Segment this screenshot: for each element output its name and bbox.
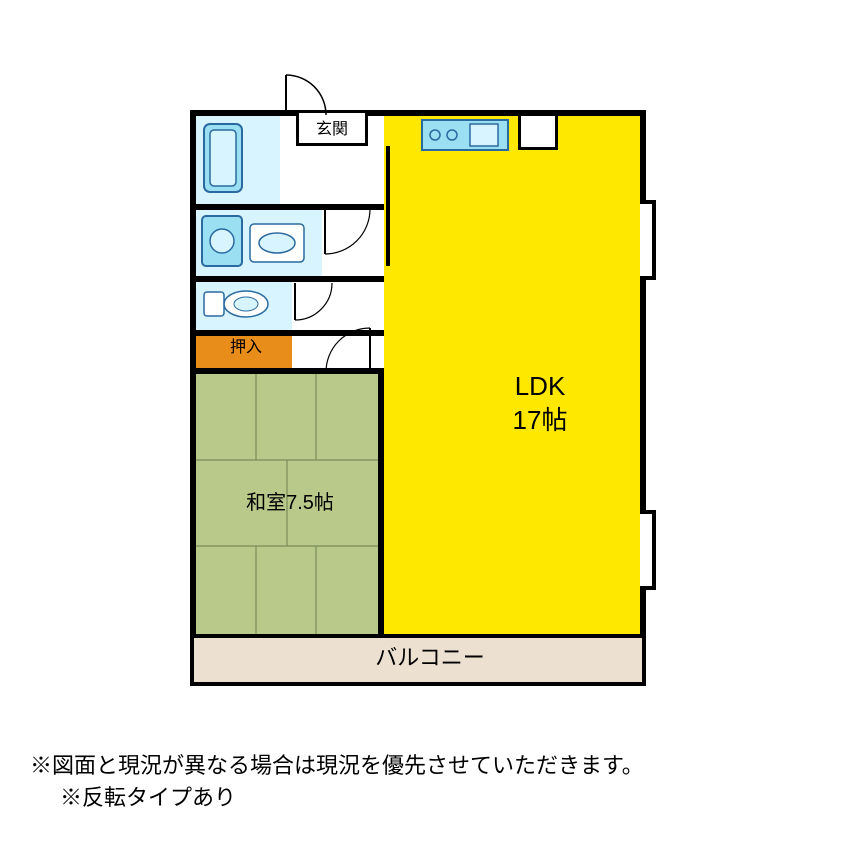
recess-top-right — [518, 110, 558, 150]
notice-line2: ※反転タイプあり — [60, 780, 236, 812]
floorplan: 玄関 押入 LDK 17帖 和室7.5帖 バルコニー — [190, 80, 650, 700]
door-japanese — [310, 322, 380, 378]
label-closet: 押入 — [218, 338, 274, 359]
kitchen-counter — [420, 118, 510, 158]
floorplan-canvas: 玄関 押入 LDK 17帖 和室7.5帖 バルコニー ※図面と現況が異なる場合は… — [0, 0, 846, 846]
sink-vanity — [248, 222, 306, 264]
door-entrance — [276, 70, 356, 120]
bay-window-2 — [640, 510, 656, 590]
toilet-fixture — [202, 284, 272, 324]
notice-line1: ※図面と現況が異なる場合は現況を優先させていただきます。 — [30, 748, 644, 780]
label-ldk-line2: 17帖 — [513, 405, 568, 435]
label-ldk: LDK 17帖 — [480, 370, 600, 438]
partition-line — [386, 146, 390, 266]
door-washroom — [320, 204, 380, 264]
bay-window-1 — [640, 200, 656, 280]
door-toilet — [290, 278, 340, 328]
wash-vanity — [200, 214, 244, 268]
label-balcony: バルコニー — [350, 644, 510, 673]
bathtub — [202, 122, 244, 194]
label-japanese-room: 和室7.5帖 — [220, 490, 360, 516]
label-entrance: 玄関 — [304, 120, 360, 141]
label-ldk-line1: LDK — [515, 371, 566, 401]
